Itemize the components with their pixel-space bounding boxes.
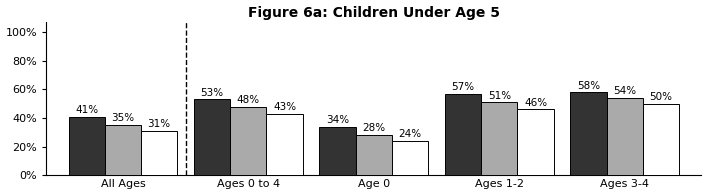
Text: 46%: 46% (524, 98, 547, 108)
Text: 31%: 31% (148, 119, 170, 129)
Text: 50%: 50% (650, 92, 672, 102)
Text: 35%: 35% (111, 113, 134, 123)
Text: 41%: 41% (75, 105, 98, 115)
Text: 51%: 51% (488, 90, 511, 101)
Bar (194, 99, 230, 175)
Bar (356, 135, 392, 175)
Text: 43%: 43% (273, 102, 296, 112)
Bar (607, 98, 643, 175)
Bar (643, 104, 679, 175)
Bar (105, 125, 141, 175)
Bar (518, 109, 554, 175)
Text: 34%: 34% (326, 115, 349, 125)
Bar (392, 141, 428, 175)
Title: Figure 6a: Children Under Age 5: Figure 6a: Children Under Age 5 (248, 5, 500, 20)
Text: 57%: 57% (452, 82, 474, 92)
Bar (481, 102, 518, 175)
Bar (141, 131, 177, 175)
Bar (320, 127, 356, 175)
Bar (571, 92, 607, 175)
Text: 28%: 28% (362, 123, 385, 134)
Text: 54%: 54% (613, 86, 636, 96)
Text: 24%: 24% (399, 129, 421, 139)
Bar (267, 114, 303, 175)
Bar (69, 117, 105, 175)
Bar (445, 94, 481, 175)
Bar (230, 106, 267, 175)
Text: 58%: 58% (577, 81, 600, 90)
Text: 53%: 53% (201, 88, 223, 98)
Text: 48%: 48% (237, 95, 260, 105)
